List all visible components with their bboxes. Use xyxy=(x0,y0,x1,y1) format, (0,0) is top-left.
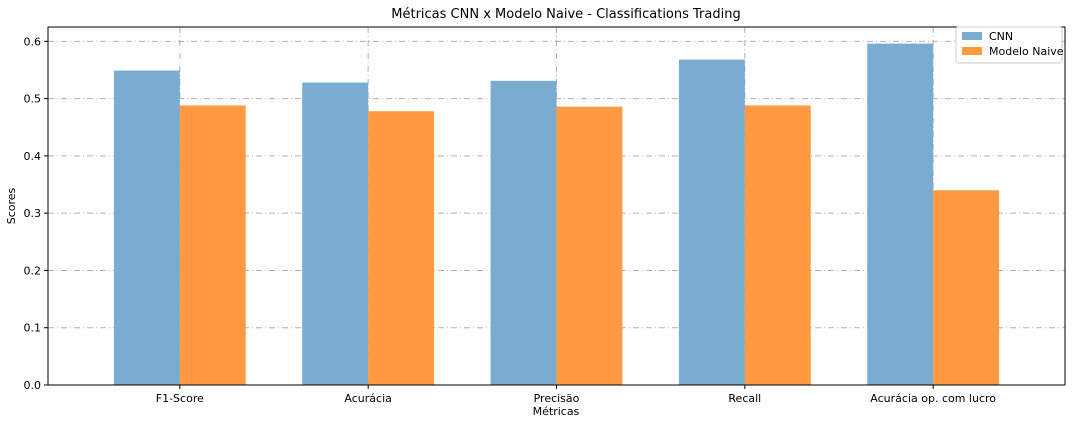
bar-cnn xyxy=(867,43,934,385)
bar-cnn xyxy=(302,82,369,386)
bars-layer xyxy=(113,43,1000,386)
bar-naive xyxy=(179,105,246,385)
bar-naive xyxy=(368,111,435,385)
bar-naive xyxy=(556,106,623,385)
y-tick-label: 0.2 xyxy=(24,264,42,277)
bar-cnn xyxy=(678,59,745,386)
legend-swatch-naive xyxy=(962,47,982,55)
x-axis-ticks: F1-Score Acurácia Precisão Recall Acurácia o… xyxy=(156,385,996,405)
bar-naive xyxy=(744,105,811,385)
x-tick-label: Acurácia op. com lucro xyxy=(870,392,996,405)
y-tick-label: 0.1 xyxy=(24,322,42,335)
chart-title: Métricas CNN x Modelo Naive - Classifica… xyxy=(391,7,740,22)
y-tick-label: 0.6 xyxy=(24,35,42,48)
x-axis-label: Métricas xyxy=(533,405,580,418)
legend-label-naive: Modelo Naive xyxy=(989,45,1064,58)
legend: CNN Modelo Naive xyxy=(955,26,1064,64)
legend-swatch-cnn xyxy=(962,32,982,40)
legend-box xyxy=(955,26,1063,64)
y-axis-ticks: 0.0 0.1 0.2 0.3 0.4 0.5 0.6 xyxy=(24,35,48,392)
bar-cnn xyxy=(113,70,180,385)
x-tick-label: F1-Score xyxy=(156,392,204,405)
y-axis-label: Scores xyxy=(5,187,18,224)
x-tick-label: Precisão xyxy=(534,392,580,405)
legend-label-cnn: CNN xyxy=(989,30,1013,43)
y-tick-label: 0.3 xyxy=(24,207,42,220)
y-tick-label: 0.0 xyxy=(24,379,42,392)
x-tick-label: Acurácia xyxy=(344,392,391,405)
y-tick-label: 0.4 xyxy=(24,150,42,163)
x-tick-label: Recall xyxy=(728,392,761,405)
bar-cnn xyxy=(490,80,557,385)
bar-naive xyxy=(933,190,1000,385)
y-tick-label: 0.5 xyxy=(24,93,42,106)
